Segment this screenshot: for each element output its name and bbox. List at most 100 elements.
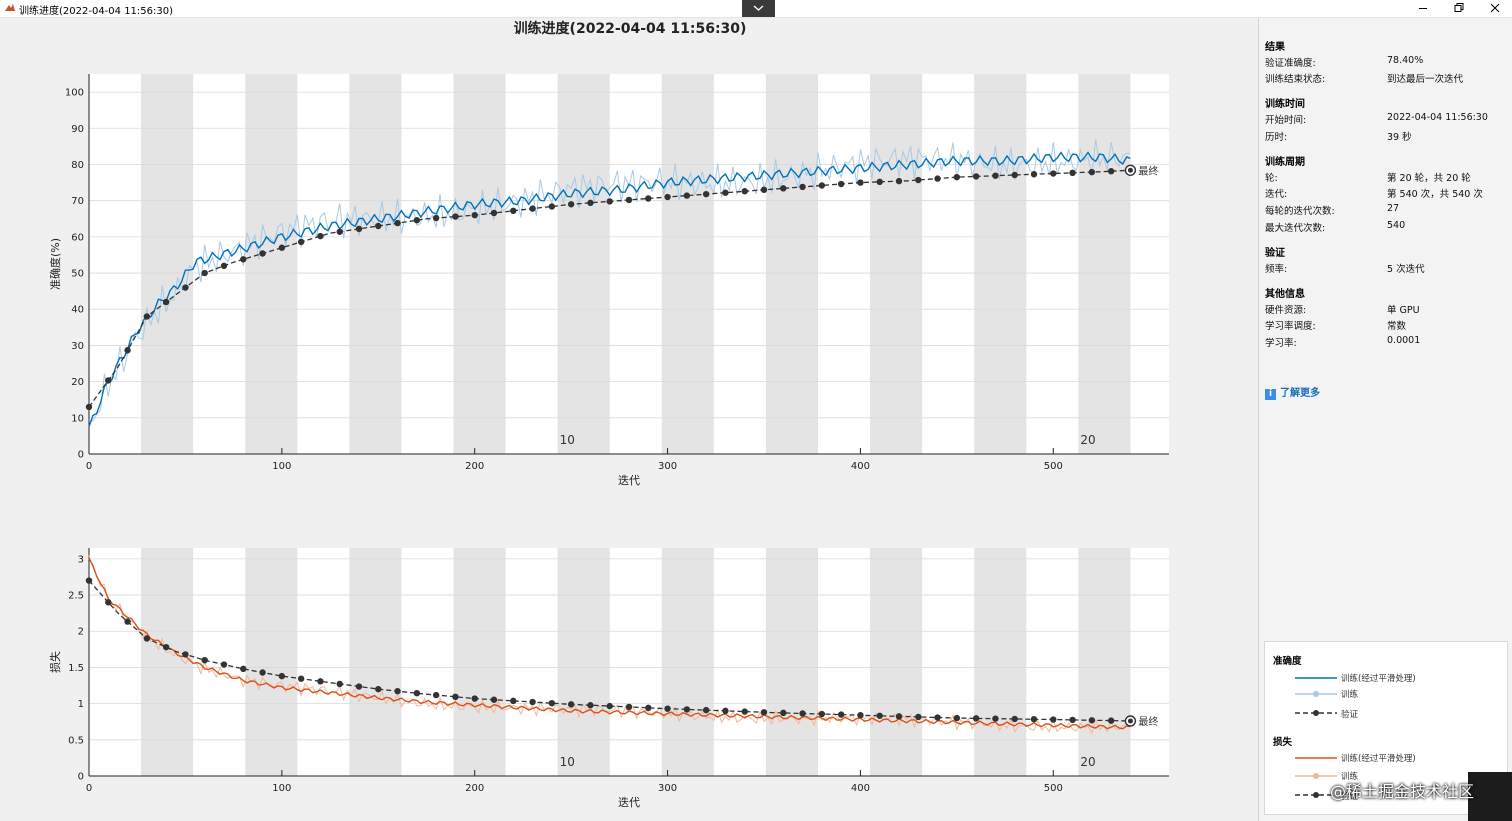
training-status-label: 训练结束状态: (1265, 74, 1326, 85)
final-validation-dot (1127, 167, 1133, 173)
validation-point (664, 193, 671, 201)
close-button[interactable] (1477, 0, 1512, 17)
validation-accuracy-label: 验证准确度: (1265, 58, 1316, 69)
validation-point (201, 656, 208, 664)
validation-point (297, 238, 305, 246)
validation-point (471, 211, 478, 219)
validation-point (857, 712, 864, 719)
validation-point (934, 714, 941, 721)
training-time-section-title: 训练时间 (1265, 99, 1305, 110)
x-axis-label: 迭代 (618, 796, 640, 809)
y-tick-label: 90 (71, 124, 84, 135)
start-time-value: 2022-04-04 11:56:30 (1387, 112, 1488, 123)
epoch-label: 20 (1080, 755, 1095, 769)
chevron-down-icon (753, 5, 764, 11)
legend-acc-validation-label: 验证 (1341, 710, 1359, 720)
legend-accuracy-title: 准确度 (1273, 656, 1302, 667)
validation-point (992, 172, 999, 179)
validation-point (818, 710, 826, 718)
epoch-band (765, 548, 818, 776)
validation-point (317, 232, 324, 240)
epoch-band (453, 548, 506, 776)
y-tick-label: 80 (71, 160, 84, 171)
epoch-label: 10 (560, 755, 575, 769)
y-axis-label: 损失 (48, 651, 62, 673)
epoch-band (765, 74, 818, 454)
minimize-icon (1419, 8, 1427, 9)
validation-frequency-value: 5 次迭代 (1387, 264, 1425, 275)
validation-point (799, 183, 806, 191)
validation-point (625, 703, 633, 711)
validation-point (105, 377, 112, 384)
validation-point (1069, 169, 1076, 176)
validation-point (645, 195, 652, 202)
epoch-band (453, 74, 506, 454)
validation-point (471, 695, 478, 702)
legend-loss-validation-swatch (1295, 792, 1337, 798)
epoch-band (557, 74, 610, 454)
hardware-label: 硬件资源: (1265, 305, 1307, 316)
validation-point (529, 698, 536, 706)
learn-more-link[interactable]: i 了解更多 (1265, 384, 1320, 400)
epoch-value: 第 20 轮，共 20 轮 (1387, 173, 1471, 184)
validation-point (432, 691, 440, 699)
collapse-toolbar-button[interactable] (742, 0, 775, 17)
final-label: 最终 (1138, 715, 1158, 728)
validation-point (375, 685, 382, 693)
lr-schedule-label: 学习率调度: (1265, 321, 1316, 332)
restore-button[interactable] (1441, 0, 1477, 17)
y-tick-label: 2 (78, 627, 84, 638)
learn-more-label: 了解更多 (1280, 388, 1320, 399)
y-tick-label: 10 (71, 413, 84, 424)
validation-point (934, 175, 941, 182)
x-tick-label: 300 (658, 461, 677, 472)
validation-point (895, 713, 903, 720)
epoch-band (974, 74, 1027, 454)
validation-point (857, 179, 864, 186)
validation-point (278, 672, 286, 680)
restore-icon (1454, 3, 1464, 12)
max-iterations-label: 最大迭代次数: (1265, 223, 1326, 234)
main-title: 训练进度(2022-04-04 11:56:30) (513, 21, 747, 37)
train-smoothed-line (88, 151, 1131, 428)
info-icon: i (1265, 389, 1276, 400)
validation-point (452, 693, 459, 701)
validation-point (182, 651, 189, 658)
training-cycle-section-title: 训练周期 (1265, 157, 1305, 168)
validation-point (799, 710, 806, 717)
validation-point (143, 313, 151, 320)
validation-point (220, 661, 228, 668)
validation-point (587, 702, 594, 709)
minimize-button[interactable] (1405, 0, 1441, 17)
y-axis-label: 准确度(%) (48, 238, 62, 290)
x-tick-label: 400 (851, 461, 870, 472)
epoch-band (1078, 548, 1131, 776)
corner-overlay (1468, 772, 1512, 821)
legend-loss-smoothed-swatch (1295, 757, 1337, 759)
y-tick-label: 70 (71, 196, 84, 207)
final-label: 最终 (1138, 164, 1158, 177)
validation-point (953, 173, 961, 181)
validation-point (1069, 716, 1076, 724)
validation-point (702, 190, 710, 198)
validation-point (143, 635, 151, 642)
validation-point (780, 185, 787, 192)
epoch-band (141, 74, 194, 454)
validation-point (1011, 171, 1018, 179)
iteration-label: 迭代: (1265, 189, 1288, 200)
watermark: @稀土掘金技术社区 (1330, 782, 1475, 801)
legend-loss-smoothed-label: 训练(经过平滑处理) (1341, 754, 1416, 764)
validation-point (722, 189, 729, 196)
validation-point (992, 715, 999, 722)
epoch-band (661, 74, 714, 454)
legend-loss-validation-label: 验证 (1341, 792, 1359, 802)
x-tick-label: 0 (86, 461, 92, 472)
validation-point (394, 687, 401, 695)
epoch-band (870, 74, 923, 454)
validation-point (297, 675, 305, 682)
validation-point (818, 182, 826, 189)
validation-point (606, 702, 613, 710)
validation-point (548, 699, 556, 707)
validation-point (1050, 716, 1057, 723)
validation-point (876, 712, 883, 719)
